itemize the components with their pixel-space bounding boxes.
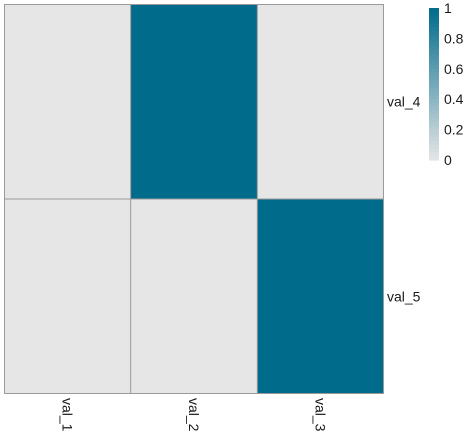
colorbar-segment [429, 133, 439, 138]
colorbar-segment [429, 46, 439, 51]
colorbar-segment [429, 15, 439, 20]
colorbar-segment [429, 152, 439, 157]
colorbar-segment [429, 61, 439, 66]
colorbar-segment [429, 76, 439, 81]
row-label-val_4: val_4 [387, 94, 421, 110]
colorbar-segment [429, 99, 439, 104]
row-labels: val_4 val_5 [387, 94, 421, 305]
heatmap-cell-val_4-val_3 [257, 4, 384, 199]
heatmap-cells [4, 4, 384, 394]
colorbar-segment [429, 110, 439, 115]
heatmap-cell-val_4-val_2 [130, 4, 258, 199]
colorbar-segment [429, 57, 439, 62]
colorbar-segment [429, 148, 439, 153]
colorbar-segment [429, 23, 439, 28]
colorbar-tick-label: 0.4 [444, 91, 464, 107]
colorbar-segment [429, 114, 439, 119]
heatmap-cell-val_4-val_1 [4, 4, 131, 199]
colorbar-tick-label: 0 [444, 152, 452, 168]
colorbar-tick-label: 0.6 [444, 61, 464, 77]
colorbar-segment [429, 8, 439, 13]
column-label-val_1: val_1 [59, 398, 75, 432]
colorbar-segment [429, 137, 439, 142]
colorbar-segment [429, 49, 439, 55]
colorbar-segment [429, 53, 439, 58]
colorbar-segment [429, 11, 439, 17]
colorbar-segment [429, 129, 439, 134]
colorbar-tick-label: 1 [444, 0, 452, 16]
column-labels: val_1 val_2 val_3 [59, 398, 328, 432]
colorbar-segment [429, 42, 439, 47]
colorbar-segment [429, 65, 439, 70]
colorbar-segment [429, 125, 439, 131]
colorbar-segment [429, 103, 439, 108]
colorbar-segment [429, 106, 439, 112]
colorbar-segment [429, 84, 439, 89]
colorbar-segment [429, 38, 439, 43]
heatmap-gridlines [4, 4, 384, 394]
colorbar-segment [429, 144, 439, 150]
plot-border [4, 4, 384, 394]
colorbar-segment [429, 87, 439, 93]
column-label-val_3: val_3 [313, 398, 329, 432]
colorbar-segment [429, 72, 439, 77]
colorbar-segment [429, 80, 439, 85]
heatmap-cell-val_5-val_1 [4, 199, 131, 394]
colorbar-segment [429, 34, 439, 39]
colorbar-segment [429, 19, 439, 24]
colorbar-segment [429, 95, 439, 100]
colorbar-segment [429, 122, 439, 127]
colorbar-segment [429, 118, 439, 123]
colorbar-segment [429, 156, 439, 161]
heatmap-cell-val_5-val_3 [257, 199, 384, 394]
colorbar-legend: 0 0.2 0.4 0.6 0.8 1 [429, 0, 464, 168]
colorbar-segment [429, 30, 439, 36]
colorbar-tick-label: 0.2 [444, 122, 464, 138]
colorbar-segment [429, 68, 439, 74]
heatmap-cell-val_5-val_2 [130, 199, 258, 394]
colorbar-segment [429, 141, 439, 146]
column-label-val_2: val_2 [186, 398, 202, 432]
row-label-val_5: val_5 [387, 289, 421, 305]
colorbar-segment [429, 91, 439, 96]
colorbar-segment [429, 27, 439, 32]
colorbar-tick-label: 0.8 [444, 30, 464, 46]
